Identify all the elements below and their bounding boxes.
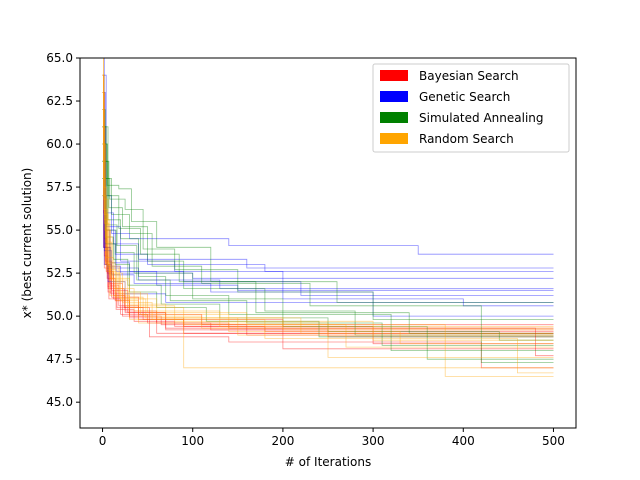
- series-run-line: [102, 195, 554, 336]
- x-tick-label: 300: [362, 434, 385, 448]
- series-run-line: [102, 109, 554, 345]
- series-run-line: [102, 160, 554, 336]
- series-run-line: [102, 109, 554, 331]
- series-run-line: [102, 178, 554, 363]
- series-run-line: [102, 74, 554, 338]
- y-tick-label: 45.0: [46, 395, 73, 409]
- series-run-line: [102, 109, 554, 272]
- x-tick-label: 400: [452, 434, 475, 448]
- x-axis-label: # of Iterations: [285, 455, 371, 469]
- series-run-line: [102, 126, 554, 334]
- series-run-line: [102, 126, 554, 334]
- series-run-line: [102, 143, 554, 289]
- series-run-line: [102, 74, 554, 307]
- legend-label: Random Search: [419, 132, 514, 146]
- legend-swatch: [380, 112, 408, 123]
- series-run-line: [102, 143, 554, 331]
- legend: Bayesian Search Genetic Search Simulated A…: [372, 63, 570, 153]
- series-run-line: [102, 92, 554, 329]
- series-layer: [102, 58, 554, 377]
- y-tick-label: 55.0: [46, 223, 73, 237]
- series-run-line: [102, 109, 554, 369]
- legend-label: Bayesian Search: [419, 69, 519, 83]
- x-tick-label: 100: [181, 434, 204, 448]
- series-bayesian-search: [102, 74, 554, 369]
- series-run-line: [102, 143, 554, 326]
- plot-frame: [79, 57, 577, 429]
- series-run-line: [102, 109, 554, 341]
- legend-box: [372, 63, 570, 153]
- series-run-line: [102, 126, 554, 338]
- x-tick-label: 0: [99, 434, 107, 448]
- series-run-line: [102, 160, 554, 332]
- series-run-line: [102, 143, 554, 279]
- legend-swatch: [380, 91, 408, 102]
- series-run-line: [102, 92, 554, 358]
- series-run-line: [102, 126, 554, 350]
- series-run-line: [102, 178, 554, 291]
- series-run-line: [102, 178, 554, 320]
- series-run-line: [102, 160, 554, 334]
- series-run-line: [102, 74, 554, 377]
- series-run-line: [102, 178, 554, 357]
- series-run-line: [102, 109, 554, 296]
- series-run-line: [102, 109, 554, 374]
- y-tick-label: 65.0: [46, 51, 73, 65]
- y-tick-label: 57.5: [46, 180, 73, 194]
- series-run-line: [102, 58, 554, 329]
- x-axis: 0 100 200 300 400 500: [99, 428, 565, 448]
- series-run-line: [102, 92, 554, 334]
- y-axis-label: x* (best current solution): [20, 168, 34, 319]
- series-run-line: [102, 143, 554, 346]
- series-run-line: [102, 143, 554, 303]
- series-run-line: [102, 143, 554, 348]
- y-tick-label: 62.5: [46, 94, 73, 108]
- series-run-line: [102, 58, 554, 369]
- legend-swatch: [380, 70, 408, 81]
- series-run-line: [102, 74, 554, 327]
- y-tick-label: 60.0: [46, 137, 73, 151]
- series-run-line: [102, 126, 554, 317]
- x-tick-label: 200: [271, 434, 294, 448]
- y-tick-label: 52.5: [46, 266, 73, 280]
- x-tick-label: 500: [542, 434, 565, 448]
- series-run-line: [102, 143, 554, 341]
- y-tick-label: 47.5: [46, 352, 73, 366]
- series-run-line: [102, 92, 554, 345]
- legend-swatch: [380, 133, 408, 144]
- series-run-line: [102, 160, 554, 303]
- series-random-search: [102, 58, 554, 377]
- y-tick-label: 50.0: [46, 309, 73, 323]
- y-axis: 45.0 47.5 50.0 52.5 55.0 57.5 60.0 62.5 65.0: [46, 51, 80, 409]
- legend-label: Genetic Search: [419, 90, 510, 104]
- series-run-line: [102, 126, 554, 351]
- series-run-line: [102, 74, 554, 336]
- series-simulated-annealing: [102, 109, 554, 363]
- legend-label: Simulated Annealing: [419, 111, 544, 125]
- series-genetic-search: [102, 58, 554, 317]
- series-run-line: [102, 195, 554, 360]
- series-run-line: [102, 92, 554, 269]
- series-run-line: [102, 58, 554, 255]
